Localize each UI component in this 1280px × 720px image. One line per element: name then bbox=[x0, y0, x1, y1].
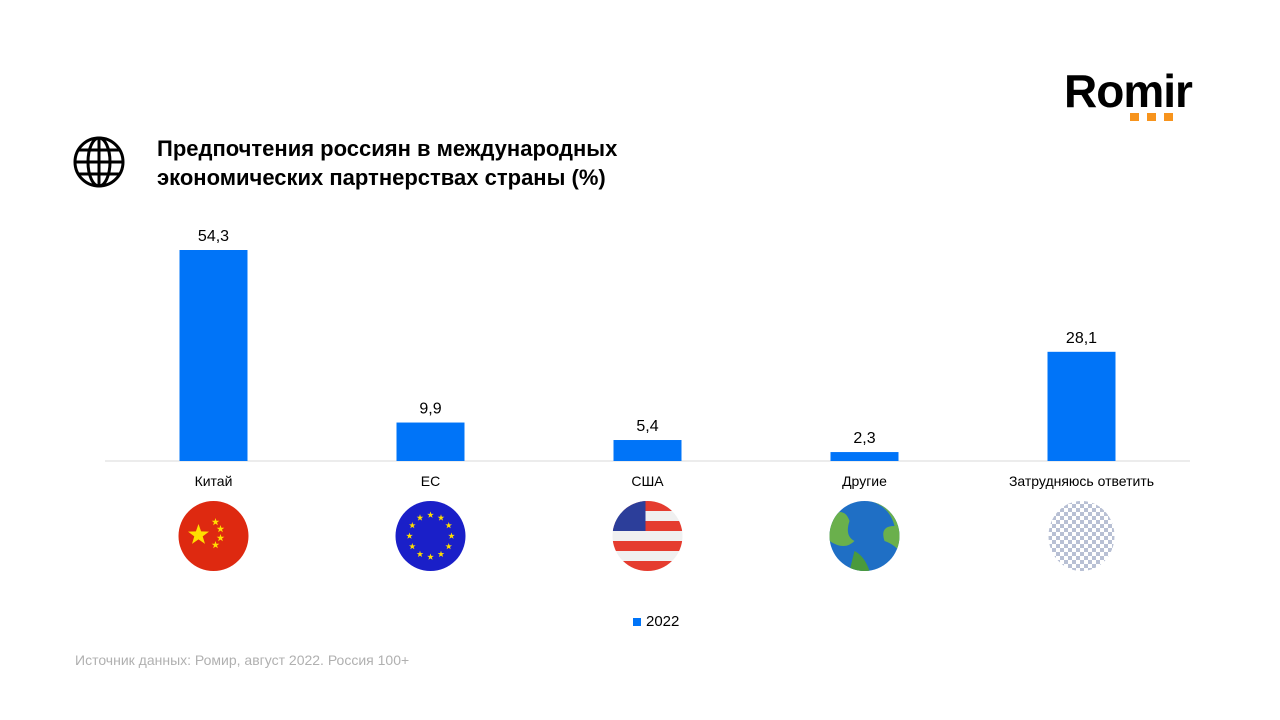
bar bbox=[830, 452, 899, 461]
earth-icon bbox=[829, 501, 900, 571]
category-label: США bbox=[631, 473, 664, 489]
data-label: 2,3 bbox=[853, 430, 875, 447]
category-label: Затрудняюсь ответить bbox=[1009, 473, 1154, 489]
bar bbox=[179, 250, 248, 461]
data-label: 9,9 bbox=[419, 401, 441, 418]
bar bbox=[613, 440, 682, 461]
category-label: Китай bbox=[195, 473, 233, 489]
chart-title: Предпочтения россиян в международных эко… bbox=[157, 136, 618, 190]
romir-logo: Romir bbox=[1064, 65, 1193, 117]
logo-dot bbox=[1164, 113, 1173, 121]
bar bbox=[1047, 351, 1116, 461]
source-note: Источник данных: Ромир, август 2022. Рос… bbox=[75, 652, 410, 668]
legend-label: 2022 bbox=[646, 613, 680, 630]
eu-flag-icon bbox=[395, 501, 466, 571]
globe-icon bbox=[73, 136, 125, 188]
category-label: ЕС bbox=[421, 473, 440, 489]
legend-swatch bbox=[633, 617, 641, 626]
data-label: 28,1 bbox=[1066, 330, 1097, 347]
data-label: 54,3 bbox=[198, 228, 229, 245]
china-flag-icon bbox=[178, 501, 249, 571]
logo-dot bbox=[1147, 113, 1156, 121]
transparent-placeholder-icon bbox=[1048, 501, 1115, 571]
usa-flag-icon bbox=[612, 501, 683, 571]
logo-dot bbox=[1130, 113, 1139, 121]
bar bbox=[396, 422, 465, 461]
legend: 2022 bbox=[633, 613, 679, 630]
data-label: 5,4 bbox=[636, 418, 658, 435]
bar-chart: 54,3 Китай 9,9 ЕС 5,4 США 2,3 Другие 28,1 Затрудн… bbox=[105, 228, 1190, 571]
category-label: Другие bbox=[842, 473, 887, 489]
